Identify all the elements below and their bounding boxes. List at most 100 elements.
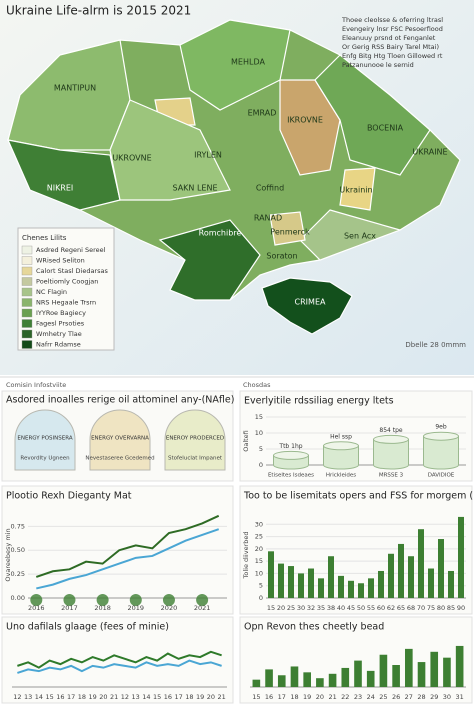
x-tick-label: 22: [341, 693, 349, 701]
x-tick-label: Etiseltes Isdeaes: [268, 473, 314, 479]
series-line: [17, 659, 222, 674]
y-tick-label: 15: [255, 557, 263, 565]
legend-label: IYYRoe Bagiecy: [36, 309, 86, 317]
bar: [328, 673, 337, 687]
cylinder-top: [323, 441, 359, 451]
chart-title: Uno dafilals glaage (fees of minie): [6, 622, 169, 633]
x-tick-label: 60: [377, 604, 385, 612]
x-tick-label: 14: [142, 693, 150, 701]
legend-swatch: [21, 298, 33, 307]
region-label: SAKN LENE: [172, 184, 217, 193]
x-tick-label: 19: [303, 693, 311, 701]
crimea: [261, 277, 353, 335]
x-tick-label: 19: [88, 693, 96, 701]
bar: [438, 539, 444, 598]
dome-label: ENEROY PRODERCED: [166, 436, 224, 442]
bar: [392, 665, 400, 687]
region-label: Penmerck: [270, 228, 310, 237]
legend-swatch: [21, 287, 33, 297]
legend-label: Calort Stasl Diedarsas: [36, 267, 108, 275]
section-label: Comisin Infostviite: [6, 381, 66, 389]
bar: [278, 563, 284, 598]
x-marker: [196, 594, 209, 606]
y-tick-label: 30: [255, 520, 263, 528]
legend-swatch: [21, 319, 33, 328]
note-line: Thoee cleolsse & oferring ltrasl: [341, 16, 443, 24]
x-tick-label: 16: [56, 693, 64, 701]
bar: [378, 570, 384, 598]
region-label: NIKREI: [47, 184, 74, 193]
bar: [388, 553, 394, 598]
chart-title: Everlyitile rdssiliag energy ltets: [244, 396, 394, 407]
x-tick-label: 90: [457, 604, 465, 612]
x-tick-label: 20: [316, 693, 324, 701]
bar: [252, 679, 261, 687]
y-axis-label: Oaltefi: [242, 430, 250, 452]
y-tick-label: 0: [259, 461, 263, 469]
y-tick-label: 5: [259, 582, 263, 590]
x-tick-label: 17: [67, 693, 75, 701]
bar: [328, 556, 334, 598]
section-label: Chosdas: [243, 381, 271, 389]
bar: [398, 543, 404, 598]
bar: [298, 573, 304, 598]
x-tick-label: 15: [267, 604, 275, 612]
y-tick-label: 0.00: [11, 594, 25, 602]
chart-title: Too to be lisemitats opers and FSS for m…: [243, 491, 474, 502]
region-label: RANAD: [254, 214, 282, 223]
x-tick-label: 50: [357, 604, 365, 612]
region-label: MEHLDA: [231, 58, 265, 67]
cylinder: [323, 445, 359, 470]
page-title: Ukraine Life-alrm is 2015 2021: [6, 4, 191, 18]
chart-title: Plootio Rexh Dieganty Mat: [6, 491, 132, 502]
note-line: Patzanunooe le sernid: [342, 61, 414, 69]
x-tick-label: 14: [35, 693, 43, 701]
value-label: 854 tpe: [379, 427, 403, 434]
region-label: Coffind: [256, 184, 284, 193]
x-tick-label: 45: [347, 604, 355, 612]
bar: [318, 578, 324, 598]
x-tick-label: 85: [447, 604, 455, 612]
y-tick-label: 10: [255, 569, 263, 577]
bar: [268, 551, 274, 598]
region: [109, 99, 231, 201]
x-tick-label: 16: [265, 693, 273, 701]
x-tick-label: 15: [252, 693, 260, 701]
legend-swatch: [21, 256, 33, 265]
bar: [458, 516, 464, 598]
value-label: 9eb: [435, 424, 447, 431]
bar: [348, 580, 354, 598]
legend-label: Asdred Regeni Sereel: [36, 246, 106, 254]
legend-swatch: [21, 266, 33, 276]
y-tick-label: 15: [255, 413, 263, 421]
x-tick-label: 19: [196, 693, 204, 701]
dome-label: ENERGY OVERVARNA: [91, 436, 149, 442]
y-axis-label: Tolie diiverbed: [242, 531, 250, 579]
bar: [448, 570, 454, 598]
x-tick-label: 17: [174, 693, 182, 701]
x-marker: [96, 594, 109, 606]
x-marker: [63, 594, 76, 606]
y-tick-label: 0.50: [11, 546, 25, 554]
bar: [408, 556, 414, 598]
value-label: Hel ssp: [330, 433, 352, 440]
x-marker: [30, 594, 43, 606]
bar: [368, 578, 374, 598]
x-tick-label: 30: [297, 604, 305, 612]
dome: [14, 409, 76, 471]
cylinder-top: [273, 450, 309, 460]
legend-label: Fagesl Prsoties: [36, 320, 85, 328]
dome: [89, 409, 151, 471]
x-tick-label: Hrickleides: [326, 473, 356, 479]
legend-label: Poeltiomly Coogjan: [36, 278, 98, 286]
panel-title: Asdored inoalles rerige oil attominel an…: [6, 395, 234, 406]
x-tick-label: 25: [379, 693, 387, 701]
bar: [418, 529, 424, 598]
x-tick-label: 21: [217, 693, 225, 701]
region: [158, 219, 261, 301]
x-tick-label: 13: [24, 693, 32, 701]
legend-label: WRised Seliton: [36, 257, 85, 265]
x-marker: [129, 594, 142, 606]
bar: [290, 666, 299, 687]
bar: [316, 678, 324, 687]
